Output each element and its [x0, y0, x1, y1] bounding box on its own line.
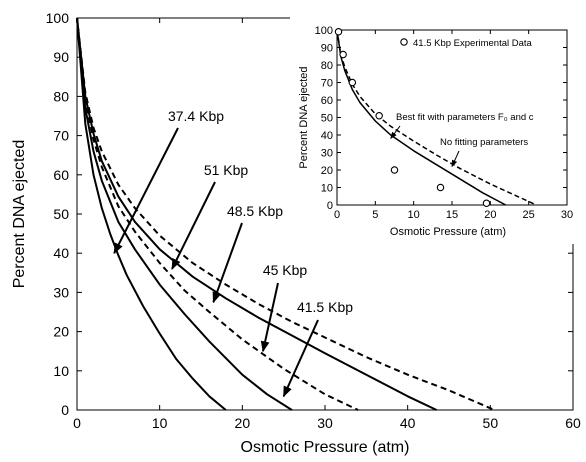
inset-curve-series-2: [336, 29, 537, 206]
y-tick-label: 20: [53, 324, 69, 340]
curve-series-1: [76, 17, 227, 411]
inset-y-tick-label: 10: [321, 183, 333, 195]
inset-plot: 0 5 10 15 20 25 30 0 10 20 30 40 50 60 70 80 90 100 Osmoti…: [290, 12, 578, 244]
curve-series-4: [76, 17, 438, 411]
inset-y-axis-label: Percent DNA ejected: [298, 66, 310, 168]
y-tick-label: 80: [53, 88, 69, 104]
inset-data-point: [348, 78, 357, 87]
inset-y-tick-label: 90: [321, 43, 333, 55]
y-axis-label: Percent DNA ejected: [11, 140, 28, 289]
inset-y-tick-label: 80: [321, 60, 333, 72]
inset-data-point: [339, 50, 347, 59]
inset-annotation-arrow: [390, 125, 401, 140]
x-tick-label: 0: [73, 415, 81, 431]
inset-annotation-arrow: [451, 150, 460, 168]
y-tick-label: 90: [53, 49, 69, 65]
main-plot: 0 10 20 30 40 50 600102030405060708090100Osmot…: [11, 10, 581, 456]
inset-y-tick-label: 70: [321, 78, 333, 90]
inset-y-tick-label: 30: [321, 148, 333, 160]
annotation-label: 51 Kbp: [204, 162, 249, 178]
inset-y-tick-label: 40: [321, 130, 333, 142]
inset-data-point: [334, 27, 343, 36]
inset-x-tick-label: 30: [561, 209, 573, 221]
y-tick-label: 30: [53, 284, 69, 300]
inset-data-point: [390, 166, 399, 174]
inset-x-tick-label: 10: [408, 209, 420, 221]
inset-legend-label: 41.5 Kbp Experimental Data: [413, 38, 533, 49]
curve-series-5: [76, 17, 495, 411]
inset-data-point: [375, 112, 383, 120]
y-tick-label: 10: [53, 363, 69, 379]
annotation-arrow: [113, 127, 179, 255]
curve-series-3: [76, 17, 359, 411]
inset-x-tick-label: 0: [334, 209, 340, 221]
x-tick-label: 50: [483, 415, 499, 431]
y-tick-label: 50: [53, 206, 69, 222]
x-axis-label: Osmotic Pressure (atm): [241, 439, 410, 456]
inset-x-tick-label: 15: [446, 209, 458, 221]
y-tick-label: 60: [53, 167, 69, 183]
y-tick-label: 70: [53, 128, 69, 144]
annotation-arrow: [260, 282, 279, 353]
inset-y-tick-label: 60: [321, 95, 333, 107]
inset-y-tick-label: 20: [321, 165, 333, 177]
annotation-arrow: [171, 181, 216, 270]
y-tick-label: 40: [53, 245, 69, 261]
annotation-arrow: [282, 319, 319, 398]
annotation-label: 48.5 Kbp: [227, 203, 283, 219]
inset-annotation-label: No fitting parameters: [440, 137, 528, 148]
inset-y-tick-label: 50: [321, 113, 333, 125]
inset-legend-marker: [400, 38, 408, 46]
inset-x-tick-label: 5: [372, 209, 378, 221]
inset-data-point: [436, 183, 445, 192]
inset-data-point: [482, 199, 491, 208]
x-tick-label: 20: [235, 415, 251, 431]
inset-x-tick-label: 20: [484, 209, 496, 221]
x-tick-label: 60: [565, 415, 581, 431]
inset-y-tick-label: 0: [327, 200, 333, 212]
inset-curve-series-1: [336, 29, 507, 206]
annotation-label: 45 Kbp: [263, 262, 308, 278]
inset-annotation-label: Best fit with parameters F₀ and c: [396, 112, 534, 123]
y-tick-label: 0: [61, 402, 69, 418]
annotation-label: 37.4 Kbp: [168, 108, 224, 124]
annotation-arrow: [212, 222, 243, 304]
curve-series-2: [76, 17, 293, 411]
inset-y-tick-label: 100: [315, 25, 333, 37]
inset-x-axis-label: Osmotic Pressure (atm): [390, 226, 506, 238]
x-tick-label: 30: [317, 415, 333, 431]
annotation-label: 41.5 Kbp: [297, 299, 353, 315]
inset-x-tick-label: 25: [523, 209, 535, 221]
y-tick-label: 100: [46, 10, 70, 26]
x-tick-label: 10: [152, 415, 168, 431]
x-tick-label: 40: [400, 415, 416, 431]
